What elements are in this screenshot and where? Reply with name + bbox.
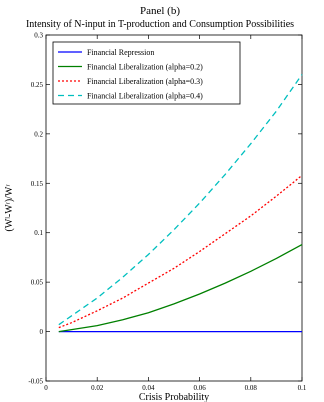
y-tick-label: 0.25	[31, 81, 44, 89]
legend-label: Financial Liberalization (alpha=0.4)	[87, 92, 203, 101]
chart-subtitle: Intensity of N-input in T-production and…	[26, 19, 294, 30]
y-tick-label: 0.2	[34, 130, 43, 138]
x-tick-label: 0.08	[245, 384, 258, 392]
series-lines	[58, 74, 303, 333]
plot-frame	[45, 34, 303, 382]
legend: Financial Repression Financial Liberaliza…	[52, 41, 241, 105]
axis-ticks: 0 0.02 0.04 0.06 0.08 0.1-0.0500.050.10.150.2…	[28, 32, 306, 393]
legend-box	[52, 41, 241, 105]
x-tick-label: 0.04	[142, 384, 155, 392]
y-tick-label: 0.05	[31, 279, 44, 287]
y-axis-label: (Wˡ-Wʳ)/Wʳ	[4, 184, 15, 232]
y-tick-label: 0.3	[34, 32, 43, 40]
x-tick-label: 0.06	[193, 384, 206, 392]
x-tick-label: 0.1	[298, 384, 307, 392]
y-tick-label: 0.15	[31, 180, 44, 188]
series-line-2	[58, 244, 303, 333]
legend-label: Financial Liberalization (alpha=0.2)	[87, 63, 203, 72]
series-line-3	[58, 174, 303, 329]
y-tick-label: -0.05	[28, 378, 43, 386]
legend-label: Financial Liberalization (alpha=0.3)	[87, 77, 203, 86]
y-tick-label: 0	[40, 328, 44, 336]
x-axis-label: Crisis Probability	[139, 392, 209, 402]
legend-label: Financial Repression	[87, 48, 154, 57]
x-tick-label: 0	[44, 384, 48, 392]
series-line-4	[58, 74, 303, 326]
x-tick-label: 0.02	[91, 384, 104, 392]
chart-title: Panel (b)	[140, 5, 180, 17]
y-tick-label: 0.1	[34, 229, 43, 237]
